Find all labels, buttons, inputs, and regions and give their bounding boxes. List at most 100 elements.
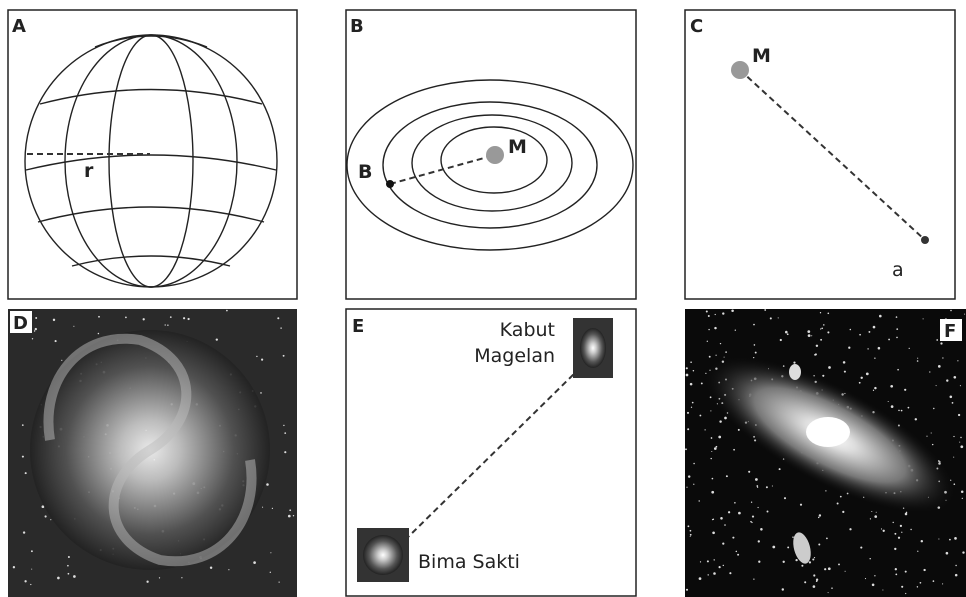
star [931, 432, 932, 433]
star [883, 530, 885, 532]
star [917, 586, 918, 587]
star [758, 561, 760, 563]
star [731, 310, 734, 313]
star [894, 533, 896, 535]
star [923, 569, 925, 571]
star [818, 517, 820, 519]
star [766, 486, 768, 488]
star [700, 561, 701, 562]
star [792, 536, 794, 538]
star [962, 551, 964, 553]
star [53, 319, 55, 321]
label: r [84, 160, 94, 182]
orbit [383, 102, 597, 228]
star [772, 485, 773, 486]
star [898, 537, 900, 539]
star [896, 328, 898, 330]
star [955, 565, 956, 566]
satellite-galaxy [789, 364, 801, 380]
star [809, 561, 811, 563]
star [50, 519, 51, 520]
star [719, 566, 721, 568]
star [755, 478, 758, 481]
star [253, 561, 256, 564]
star [25, 472, 27, 474]
star [690, 534, 692, 536]
star [748, 471, 750, 473]
star [879, 315, 882, 318]
star [823, 324, 825, 326]
star [735, 330, 736, 331]
star [764, 309, 766, 311]
star [708, 329, 709, 330]
star [705, 429, 706, 430]
star [724, 357, 725, 358]
star [32, 338, 33, 339]
star [68, 573, 70, 575]
star [712, 478, 714, 480]
star [181, 577, 182, 578]
star [819, 514, 821, 516]
star [720, 343, 721, 344]
star [874, 575, 875, 576]
star [964, 314, 965, 315]
star [35, 328, 37, 330]
star [758, 540, 760, 542]
star [954, 537, 957, 540]
star [722, 543, 724, 545]
star [905, 593, 906, 594]
star [707, 560, 709, 562]
star [733, 449, 735, 451]
star [708, 315, 710, 317]
star [767, 511, 769, 513]
star [876, 512, 877, 513]
star [960, 445, 963, 448]
panel-a: A r [8, 10, 297, 299]
star [125, 317, 127, 319]
label: Kabut [500, 319, 555, 341]
star [722, 312, 724, 314]
star [961, 490, 964, 493]
star [859, 334, 861, 336]
star [933, 408, 934, 409]
star [936, 385, 937, 386]
star [45, 515, 47, 517]
star [770, 317, 772, 319]
star [701, 382, 703, 384]
star [266, 483, 269, 486]
star [873, 390, 874, 391]
star [950, 310, 952, 312]
star [699, 500, 700, 501]
star [820, 339, 822, 341]
star [827, 331, 829, 333]
parallel [95, 36, 207, 47]
star [13, 566, 15, 568]
panel-letter: F [944, 321, 956, 342]
star [909, 348, 910, 349]
star [712, 519, 713, 520]
star [143, 318, 145, 320]
label: M [752, 45, 771, 67]
star [816, 579, 818, 581]
star [686, 374, 689, 377]
star [824, 568, 826, 570]
star [31, 550, 33, 552]
star [848, 347, 850, 349]
star [751, 502, 752, 503]
star [949, 539, 951, 541]
star [720, 517, 723, 520]
star [751, 522, 752, 523]
star [893, 522, 894, 523]
star [808, 334, 811, 337]
star [816, 345, 818, 347]
star [900, 525, 902, 527]
star [793, 362, 795, 364]
star [256, 356, 257, 357]
star [270, 572, 271, 573]
star [55, 340, 57, 342]
star [962, 498, 963, 499]
star [840, 496, 842, 498]
panel-letter: B [350, 16, 364, 37]
star [712, 531, 715, 534]
star [926, 436, 927, 437]
